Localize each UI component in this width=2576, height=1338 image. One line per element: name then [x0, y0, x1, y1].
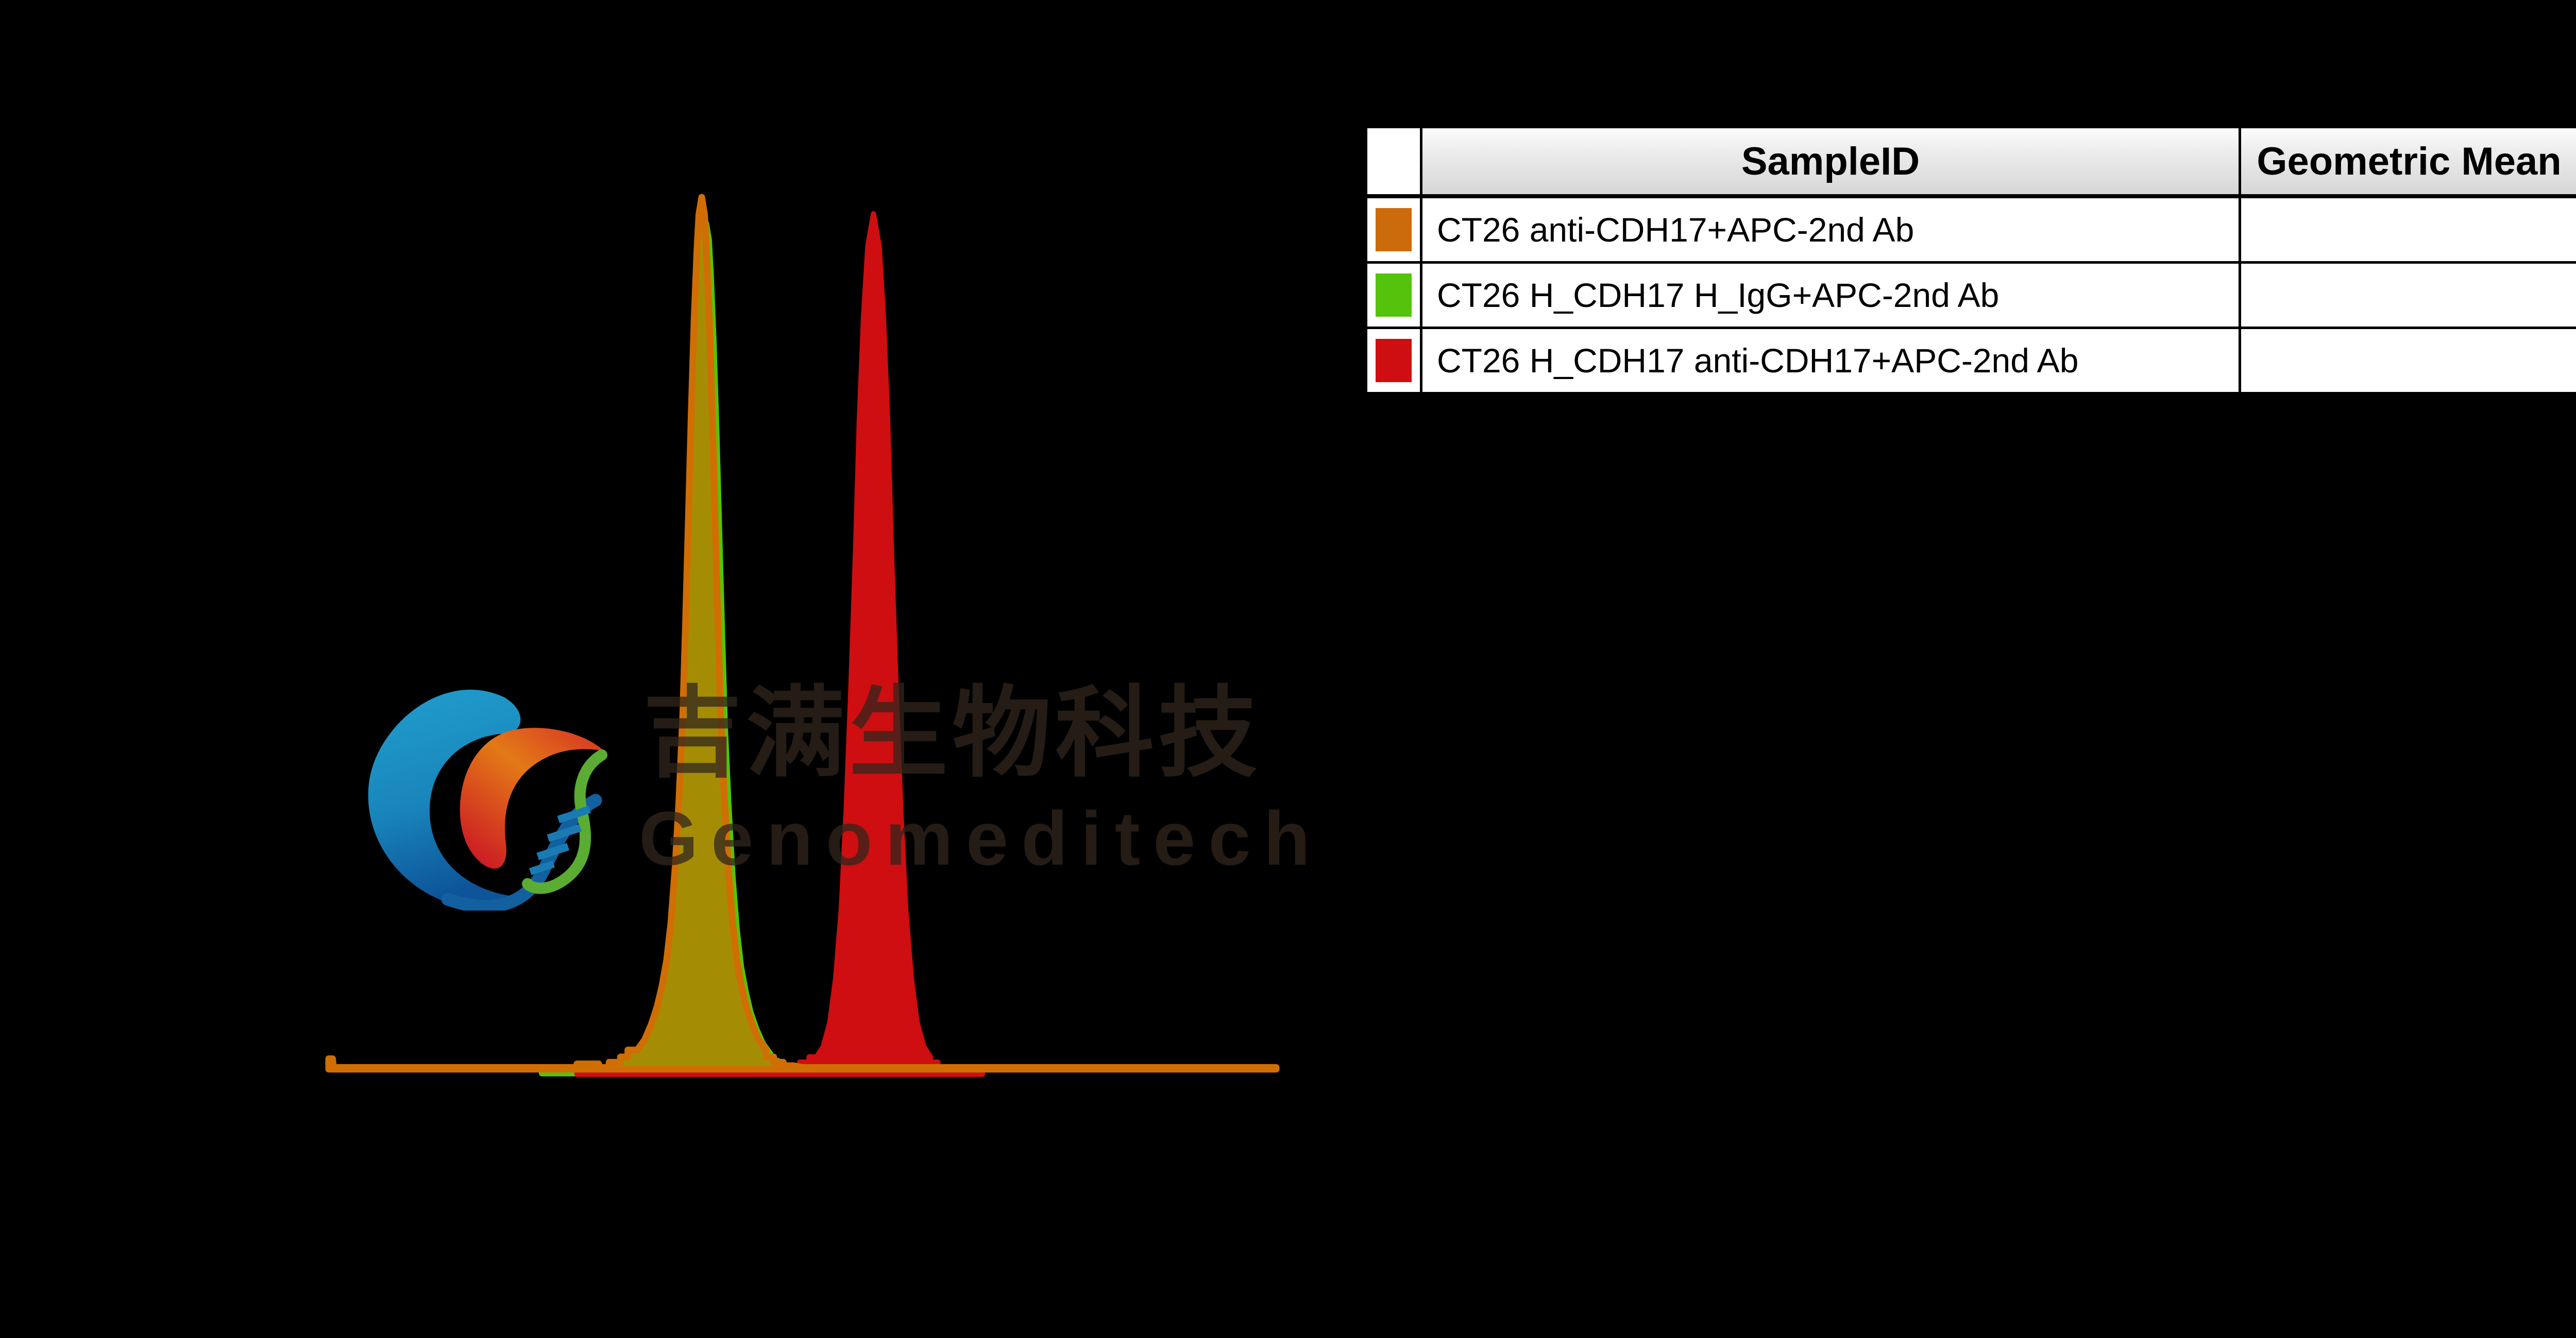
geometric-mean-cell: 75243: [2239, 327, 2576, 394]
logo-swirl-icon: [368, 690, 607, 911]
results-table: SampleID Geometric Mean : FL11-H CT26 an…: [1365, 126, 2576, 394]
sample-id-cell: CT26 H_CDH17 anti-CDH17+APC-2nd Ab: [1420, 327, 2241, 394]
sample-id-cell: CT26 anti-CDH17+APC-2nd Ab: [1420, 195, 2241, 264]
table-row: CT26 H_CDH17 H_IgG+APC-2nd Ab 2331: [1365, 261, 2576, 329]
watermark-chinese-text: 吉满生物科技: [643, 678, 1261, 788]
table-header-row: SampleID Geometric Mean : FL11-H: [1365, 126, 2576, 198]
geomean-column-header: Geometric Mean : FL11-H: [2239, 126, 2576, 198]
histogram-series: [574, 211, 985, 1077]
genomeditech-logo: [368, 690, 607, 911]
geometric-mean-cell: 2209: [2239, 195, 2576, 264]
legend-swatch-green: [1376, 273, 1412, 317]
watermark-english-text: Genomeditech: [639, 796, 1323, 881]
dna-rungs-icon: [529, 805, 591, 876]
sample-id-cell: CT26 H_CDH17 H_IgG+APC-2nd Ab: [1420, 261, 2241, 329]
table-row: CT26 anti-CDH17+APC-2nd Ab 2209: [1365, 195, 2576, 264]
geometric-mean-cell: 2331: [2239, 261, 2576, 329]
sampleid-column-header: SampleID: [1420, 126, 2241, 198]
histogram-series: [325, 194, 1280, 1073]
swatch-column-header: [1365, 126, 1422, 198]
legend-swatch-orange: [1376, 208, 1412, 251]
legend-swatch-red: [1376, 339, 1412, 382]
table-row: CT26 H_CDH17 anti-CDH17+APC-2nd Ab 75243: [1365, 327, 2576, 394]
